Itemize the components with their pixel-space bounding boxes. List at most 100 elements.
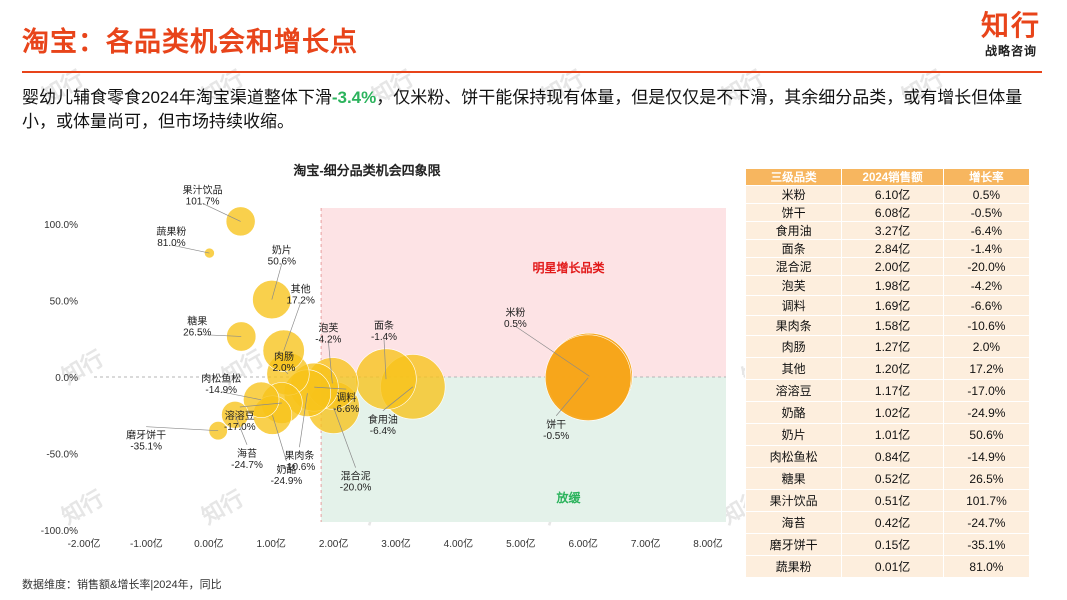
table-cell: -17.0% <box>942 379 1031 402</box>
table-cell: 果肉条 <box>744 315 843 336</box>
leader-line <box>171 244 210 254</box>
title-divider <box>22 71 1042 73</box>
table-header-cell: 2024销售额 <box>841 168 944 186</box>
table-cell: 肉肠 <box>744 335 843 358</box>
table-cell: -20.0% <box>942 257 1031 276</box>
table-row: 饼干 6.08亿 -0.5% <box>744 203 1031 222</box>
table-row: 溶溶豆 1.17亿 -17.0% <box>744 379 1031 402</box>
table-cell: 101.7% <box>942 489 1031 512</box>
point-label-line: 奶片 <box>272 244 292 257</box>
table-row: 肉肠 1.27亿 2.0% <box>744 335 1031 358</box>
category-sales-table: 三级品类 2024销售额 增长率 米粉 6.10亿 0.5% 饼干 6.08亿 -0.5% 食用… <box>744 168 1031 578</box>
logo-main-text: 知行 <box>980 10 1041 41</box>
point-label-调料: 调料-6.6% <box>333 391 359 415</box>
point-label-line: 混合泥 <box>341 470 371 483</box>
x-tick-label: 5.00亿 <box>506 537 535 550</box>
table-header-cell: 增长率 <box>942 168 1031 186</box>
x-tick-label: 3.00亿 <box>381 537 410 550</box>
table-cell: -0.5% <box>942 203 1031 222</box>
leader-line <box>283 302 302 351</box>
leader-line <box>221 391 262 401</box>
point-label-其他: 其他 17.2% <box>287 283 315 307</box>
table-cell: 其他 <box>744 357 843 380</box>
table-row: 混合泥 2.00亿 -20.0% <box>744 257 1031 276</box>
point-label-糖果: 糖果 26.5% <box>183 314 211 338</box>
table-cell: -14.9% <box>942 445 1031 468</box>
x-tick-label: 7.00亿 <box>631 537 660 550</box>
y-tick-label: -50.0% <box>46 450 78 461</box>
table-cell: 米粉 <box>744 185 843 204</box>
table-cell: 蔬果粉 <box>744 555 843 578</box>
table-row: 蔬果粉 0.01亿 81.0% <box>744 555 1031 578</box>
table-cell: 1.98亿 <box>841 275 944 296</box>
table-row: 面条 2.84亿 -1.4% <box>744 239 1031 258</box>
table-cell: -1.4% <box>942 239 1031 258</box>
table-row: 肉松鱼松 0.84亿 -14.9% <box>744 445 1031 468</box>
point-label-line: 101.7% <box>186 196 220 207</box>
point-label-line: 26.5% <box>183 327 211 338</box>
table-cell: 糖果 <box>744 467 843 490</box>
table-cell: 0.84亿 <box>841 445 944 468</box>
table-cell: -6.6% <box>942 295 1031 316</box>
point-label-line: -0.5% <box>543 431 569 442</box>
table-row: 果肉条 1.58亿 -10.6% <box>744 315 1031 336</box>
table-cell: 17.2% <box>942 357 1031 380</box>
point-label-line: -24.7% <box>231 460 263 471</box>
x-tick-label: 2.00亿 <box>319 537 348 550</box>
table-cell: 50.6% <box>942 423 1031 446</box>
leader-line <box>239 402 282 408</box>
table-cell: 溶溶豆 <box>744 379 843 402</box>
point-label-食用油: 食用油-6.4% <box>368 413 398 437</box>
table-row: 奶酪 1.02亿 -24.9% <box>744 401 1031 424</box>
point-label-line: 调料 <box>336 391 356 404</box>
brand-logo: 知行 战略咨询 <box>981 10 1041 59</box>
table-cell: 26.5% <box>942 467 1031 490</box>
point-label-line: -14.9% <box>205 385 237 396</box>
table-row: 食用油 3.27亿 -6.4% <box>744 221 1031 240</box>
leader-line <box>234 414 248 445</box>
leader-line <box>555 377 589 416</box>
table-cell: 磨牙饼干 <box>744 533 843 556</box>
point-label-line: 饼干 <box>546 418 566 431</box>
point-label-line: 肉肠 <box>274 350 294 363</box>
table-cell: 0.15亿 <box>841 533 944 556</box>
table-cell: 1.58亿 <box>841 315 944 336</box>
point-label-line: -24.9% <box>271 476 303 487</box>
point-label-溶溶豆: 溶溶豆-17.0% <box>224 409 256 433</box>
footnote: 数据维度：销售额&增长率|2024年，同比 <box>22 579 222 591</box>
table-row: 海苔 0.42亿 -24.7% <box>744 511 1031 534</box>
point-label-line: 面条 <box>374 319 394 332</box>
table-cell: 奶片 <box>744 423 843 446</box>
table-cell: 3.27亿 <box>841 221 944 240</box>
table-cell: 0.42亿 <box>841 511 944 534</box>
leader-line <box>515 325 590 377</box>
table-cell: -35.1% <box>942 533 1031 556</box>
table-cell: 奶酪 <box>744 401 843 424</box>
point-label-混合泥: 混合泥-20.0% <box>340 470 372 494</box>
table-header-row: 三级品类 2024销售额 增长率 <box>744 168 1031 186</box>
point-label-肉松鱼松: 肉松鱼松-14.9% <box>201 372 241 396</box>
x-tick-label: -2.00亿 <box>68 537 101 550</box>
point-label-line: 果肉条 <box>284 449 314 462</box>
point-label-果肉条: 果肉条-10.6% <box>284 449 316 473</box>
table-row: 米粉 6.10亿 0.5% <box>744 185 1031 204</box>
point-label-line: 磨牙饼干 <box>126 429 166 442</box>
leader-line <box>382 386 414 412</box>
x-tick-label: 0.00亿 <box>194 537 223 550</box>
x-tick-label: 1.00亿 <box>256 537 285 550</box>
table-cell: 81.0% <box>942 555 1031 578</box>
table-cell: 0.51亿 <box>841 489 944 512</box>
table-cell: 2.00亿 <box>841 257 944 276</box>
table-cell: 0.01亿 <box>841 555 944 578</box>
slowdown-quadrant-label: 放缓 <box>556 490 582 505</box>
leader-line <box>197 334 242 337</box>
point-label-line: -1.4% <box>371 332 397 343</box>
point-label-line: -4.2% <box>315 334 341 345</box>
point-label-line: 溶溶豆 <box>225 409 255 422</box>
point-label-磨牙饼干: 磨牙饼干-35.1% <box>126 429 166 453</box>
point-label-line: -20.0% <box>340 483 372 494</box>
point-label-line: 蔬果粉 <box>156 225 186 238</box>
table-cell: 混合泥 <box>744 257 843 276</box>
table-body: 米粉 6.10亿 0.5% 饼干 6.08亿 -0.5% 食用油 3.27亿 -6.4% 面条 2.… <box>744 185 1031 578</box>
table-row: 奶片 1.01亿 50.6% <box>744 423 1031 446</box>
